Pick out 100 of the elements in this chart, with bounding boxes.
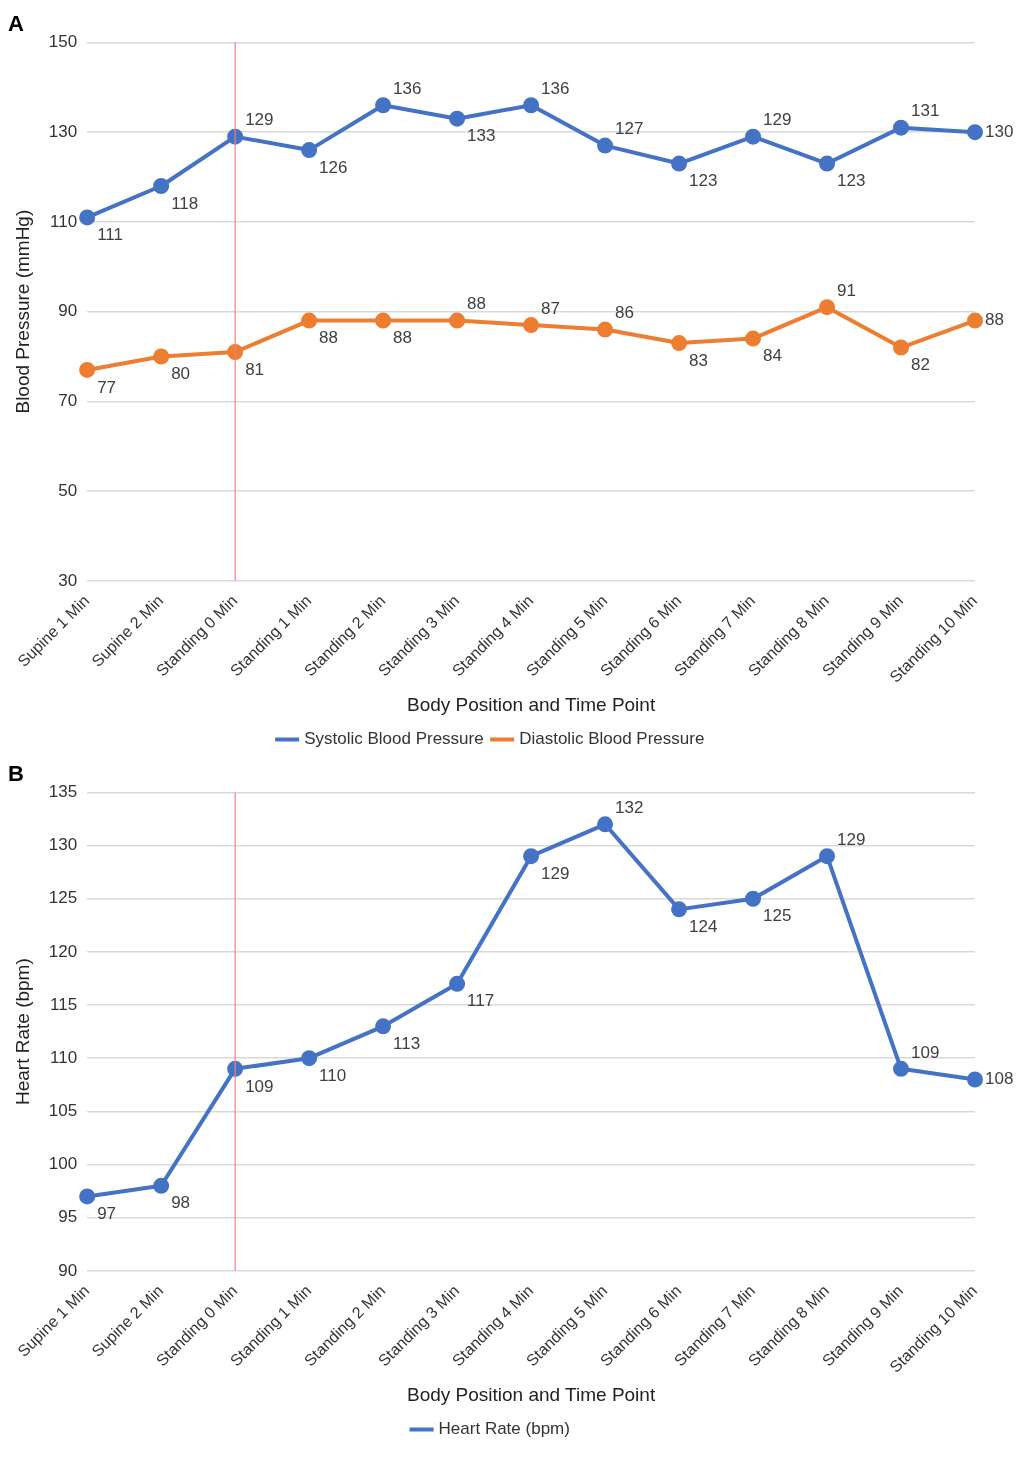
point: [375, 312, 392, 329]
data-label: 111: [97, 225, 124, 245]
point: [819, 155, 836, 172]
point: [375, 1018, 392, 1035]
data-label: 118: [171, 193, 199, 213]
data-label: 88: [467, 294, 487, 314]
point: [967, 124, 983, 141]
point: [449, 975, 466, 992]
y-tick-label: 115: [50, 994, 78, 1014]
data-label: 126: [319, 157, 348, 177]
point: [671, 901, 688, 918]
y-tick-label: 110: [50, 211, 78, 231]
point: [597, 816, 614, 833]
y-tick-label: 50: [58, 480, 78, 500]
point: [967, 312, 983, 329]
data-label: 109: [245, 1076, 274, 1096]
x-axis-title: Body Position and Time Point: [406, 1383, 656, 1405]
point: [745, 330, 762, 347]
point: [671, 335, 688, 352]
data-label: 88: [985, 310, 1004, 330]
data-label: 82: [911, 355, 930, 375]
y-tick-label: 135: [48, 782, 78, 802]
data-label: 123: [837, 171, 866, 191]
point: [153, 348, 170, 365]
y-tick-label: 105: [48, 1101, 78, 1121]
point: [745, 128, 762, 145]
point: [745, 890, 762, 907]
point: [523, 317, 540, 334]
data-label: 127: [615, 119, 644, 139]
point: [79, 361, 96, 378]
data-label: 129: [763, 110, 792, 130]
data-label: 108: [985, 1069, 1014, 1089]
y-tick-label: 150: [48, 32, 78, 52]
y-tick-label: 30: [58, 570, 78, 590]
point: [597, 321, 614, 338]
chart-title: B: [8, 761, 24, 787]
point: [449, 312, 466, 329]
point: [301, 312, 318, 329]
chart-title: A: [8, 11, 24, 37]
point: [819, 848, 836, 865]
data-label: 130: [985, 121, 1014, 141]
data-label: 88: [319, 328, 339, 348]
point: [375, 97, 392, 114]
point: [671, 155, 688, 172]
point: [597, 137, 614, 154]
data-label: 110: [319, 1065, 347, 1085]
legend-label: Heart Rate (bpm): [438, 1419, 570, 1439]
data-label: 84: [763, 346, 782, 366]
y-tick-label: 130: [48, 121, 78, 141]
data-label: 129: [245, 110, 274, 130]
data-label: 83: [689, 350, 708, 370]
data-label: 80: [171, 364, 191, 384]
point: [893, 1060, 910, 1077]
data-label: 123: [689, 171, 718, 191]
point: [79, 1188, 96, 1205]
y-axis-title: Blood Pressure (mmHg): [11, 209, 33, 414]
y-tick-label: 125: [48, 888, 78, 908]
y-tick-label: 70: [58, 391, 78, 411]
data-label: 136: [541, 78, 570, 98]
data-label: 91: [837, 280, 856, 300]
y-tick-label: 110: [50, 1047, 78, 1067]
data-label: 88: [393, 328, 413, 348]
data-label: 86: [615, 303, 634, 323]
data-label: 129: [837, 829, 866, 849]
x-axis-title: Body Position and Time Point: [406, 693, 656, 715]
data-label: 77: [97, 377, 117, 397]
legend-label: Diastolic Blood Pressure: [519, 729, 705, 749]
point: [893, 339, 910, 356]
point: [79, 209, 96, 226]
data-label: 117: [467, 991, 495, 1011]
point: [153, 177, 170, 194]
data-label: 133: [467, 126, 496, 146]
data-label: 132: [615, 797, 644, 817]
point: [301, 1050, 318, 1067]
point: [301, 142, 318, 159]
data-label: 136: [393, 78, 422, 98]
point: [819, 299, 836, 316]
y-axis-title: Heart Rate (bpm): [11, 958, 33, 1106]
data-label: 87: [541, 298, 560, 318]
data-label: 109: [911, 1042, 940, 1062]
data-label: 113: [393, 1034, 421, 1053]
data-label: 131: [911, 101, 940, 121]
point: [523, 848, 540, 865]
data-label: 98: [171, 1193, 191, 1213]
data-label: 81: [245, 359, 265, 379]
point: [449, 110, 466, 127]
y-tick-label: 100: [48, 1154, 78, 1174]
legend-label: Systolic Blood Pressure: [304, 729, 484, 749]
data-label: 129: [541, 863, 570, 883]
y-tick-label: 130: [48, 835, 78, 855]
point: [893, 119, 910, 136]
y-tick-label: 95: [58, 1207, 78, 1227]
data-label: 125: [763, 906, 792, 926]
y-tick-label: 90: [58, 301, 78, 321]
point: [523, 97, 540, 114]
point: [967, 1071, 983, 1088]
y-tick-label: 90: [58, 1260, 78, 1280]
y-tick-label: 120: [48, 941, 78, 961]
point: [153, 1177, 170, 1194]
data-label: 124: [689, 917, 718, 937]
